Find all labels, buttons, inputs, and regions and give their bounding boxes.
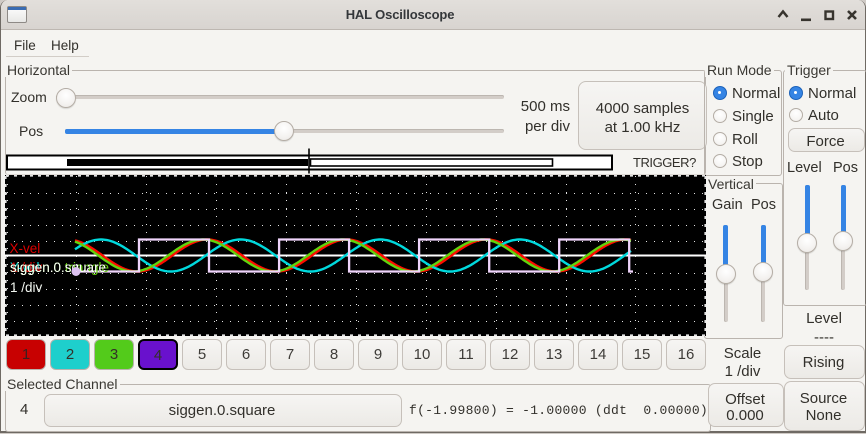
svg-text:1 /div: 1 /div [10,260,43,275]
svg-text:siggen.0.square: siggen.0.square [10,260,106,275]
svg-text:1 /div: 1 /div [10,280,43,295]
svg-text:Y-vel: Y-vel [10,260,40,275]
svg-text:siggen.0.triangle: siggen.0.triangle [10,260,109,275]
svg-text:X-vel: X-vel [10,241,41,256]
